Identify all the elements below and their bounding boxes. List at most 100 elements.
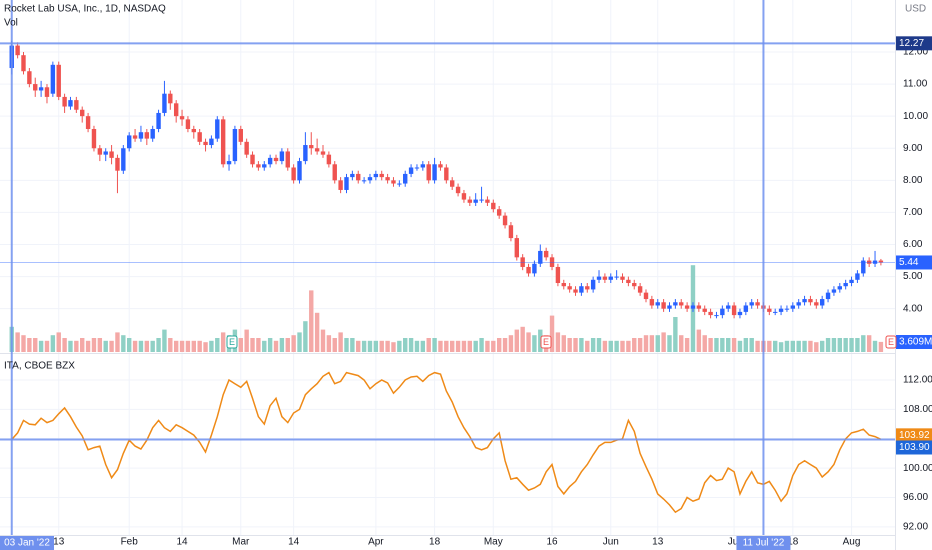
volume-bar: [414, 340, 420, 352]
candle-body: [403, 173, 408, 184]
candle-body: [132, 135, 138, 139]
candle-body: [27, 71, 32, 85]
volume-bar: [855, 337, 860, 352]
volume-bar: [109, 340, 114, 352]
candle-body: [138, 132, 144, 139]
candle-body: [56, 64, 61, 97]
earnings-label[interactable]: E: [543, 337, 549, 347]
x-tick-label: Aug: [843, 537, 861, 548]
volume-bar: [784, 340, 790, 352]
earnings-label[interactable]: E: [229, 337, 235, 347]
volume-bar: [220, 332, 226, 352]
x-tick-label: 13: [652, 537, 664, 548]
candle-body: [38, 87, 44, 91]
candle-body: [385, 177, 390, 181]
candle-body: [526, 266, 531, 274]
volume-bar: [379, 340, 384, 352]
volume-bar: [814, 342, 819, 352]
volume-bar: [373, 340, 379, 352]
candle-body: [590, 279, 596, 290]
earnings-marker[interactable]: [226, 335, 238, 349]
volume-bar: [156, 337, 161, 352]
volume-bar: [267, 337, 273, 352]
candle-body: [708, 311, 713, 316]
volume-bar: [215, 337, 220, 352]
candle-body: [614, 276, 619, 278]
candle-body: [555, 266, 561, 284]
volume-bar: [250, 337, 255, 352]
volume-bar: [273, 340, 279, 352]
earnings-marker[interactable]: [885, 335, 897, 349]
volume-bar: [561, 335, 566, 352]
volume-bar: [320, 329, 326, 352]
volume-bar: [33, 337, 38, 352]
candle-body: [21, 55, 26, 72]
volume-bar: [538, 329, 543, 352]
candle-body: [802, 299, 807, 303]
candle-body: [467, 199, 473, 203]
candle-body: [496, 209, 502, 216]
volume-bar: [649, 335, 655, 352]
volume-bar: [843, 337, 848, 352]
candle-body: [690, 305, 696, 309]
volume-bar: [115, 332, 120, 352]
candle-body: [344, 177, 349, 190]
x-tick-label: 14: [288, 537, 300, 548]
candle-body: [314, 148, 320, 152]
x-tick-label: Apr: [368, 537, 384, 548]
candle-body: [667, 305, 672, 309]
volume-bar: [449, 340, 455, 352]
volume-bar: [684, 337, 690, 352]
volume-bar: [338, 332, 343, 352]
volume-bar: [68, 340, 73, 352]
compare-last-tag: 103.92: [899, 430, 930, 441]
candle-body: [226, 161, 232, 165]
candle-body: [173, 103, 179, 117]
volume-bar: [673, 316, 678, 352]
volume-bar: [567, 337, 572, 352]
volume-bar: [126, 337, 132, 352]
candle-body: [326, 154, 332, 165]
candle-body: [320, 151, 326, 155]
candle-body: [684, 305, 690, 309]
candle-body: [825, 292, 831, 300]
volume-bar: [679, 335, 684, 352]
candle-body: [379, 173, 384, 178]
candle-body: [855, 273, 860, 280]
candle-body: [679, 302, 684, 306]
candle-body: [720, 308, 725, 316]
volume-tag-bg: [896, 335, 932, 349]
volume-bar: [555, 332, 561, 352]
volume-bar: [179, 340, 185, 352]
volume-bar: [21, 335, 26, 352]
volume-bar: [314, 312, 320, 352]
candle-body: [215, 119, 220, 139]
candle-body: [596, 276, 602, 280]
candle-body: [74, 100, 79, 110]
earnings-marker[interactable]: [540, 335, 552, 349]
volume-bar: [408, 337, 414, 352]
volume-bar: [767, 340, 772, 352]
volume-bar: [632, 337, 637, 352]
volume-bar: [861, 335, 866, 352]
volume-bar: [332, 337, 337, 352]
volume-bar: [491, 340, 496, 352]
candle-body: [831, 289, 837, 293]
candle-body: [632, 283, 637, 287]
candle-body: [549, 257, 555, 267]
volume-bar: [772, 340, 778, 352]
volume-bar: [643, 335, 649, 352]
candle-body: [414, 167, 420, 169]
volume-bar: [467, 340, 473, 352]
volume-bar: [97, 337, 103, 352]
x-tick-label: Jun: [603, 537, 619, 548]
earnings-label[interactable]: E: [888, 337, 894, 347]
candle-body: [449, 180, 455, 187]
candle-body: [673, 302, 678, 306]
candle-body: [479, 199, 484, 201]
candle-body: [702, 308, 707, 312]
candle-body: [726, 305, 731, 309]
volume-bar: [85, 340, 91, 352]
volume-bar: [737, 340, 743, 352]
